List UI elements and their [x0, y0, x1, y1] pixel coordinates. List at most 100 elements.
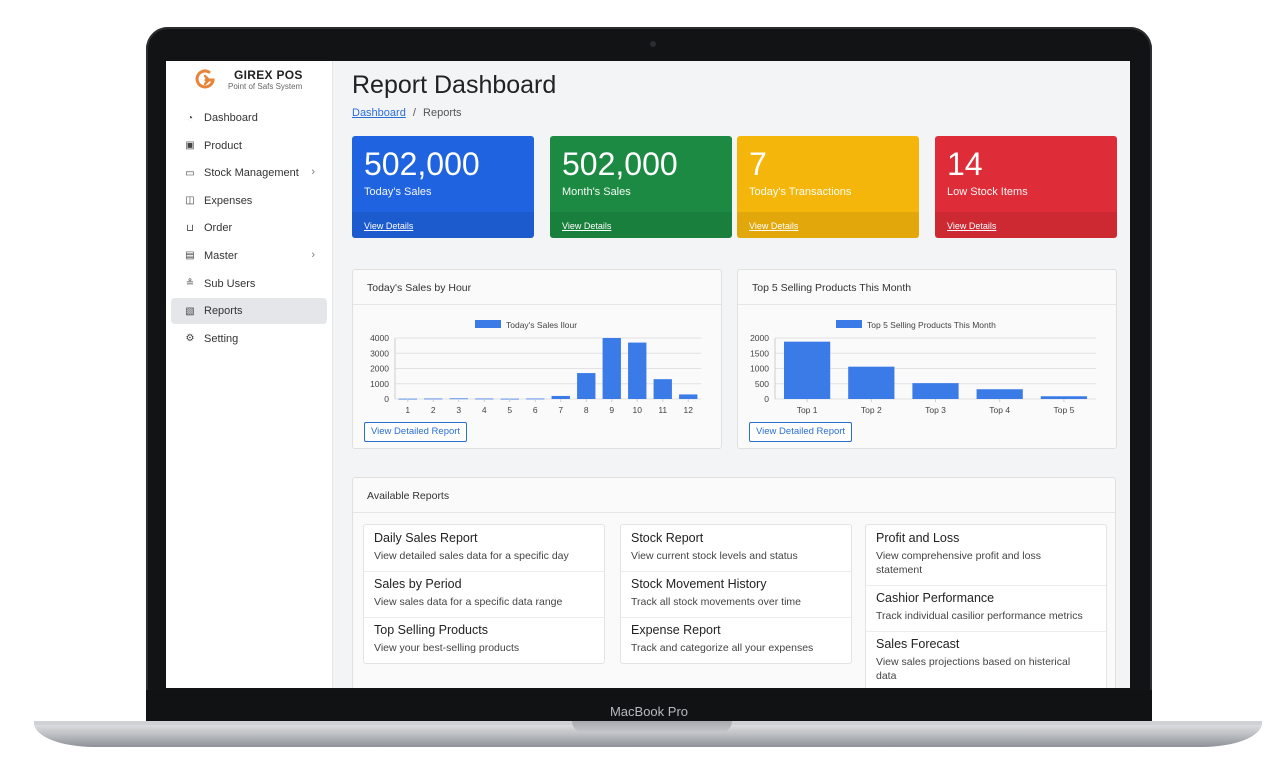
bar — [602, 338, 621, 399]
x-tick-label: Top 5 — [1054, 405, 1075, 415]
dashboard-icon: ◔ — [186, 112, 194, 124]
y-tick-label: 500 — [755, 379, 769, 389]
sidebar-item-label: Master — [204, 249, 238, 262]
x-tick-label: 11 — [658, 405, 667, 415]
bar — [577, 373, 596, 399]
y-tick-label: 4000 — [370, 333, 389, 343]
report-title: Sales Forecast — [876, 637, 960, 651]
stat-label: Low Stock Items — [947, 186, 1028, 198]
report-item[interactable]: Daily Sales Report View detailed sales da… — [364, 525, 604, 572]
y-tick-label: 1000 — [370, 379, 389, 389]
report-description: View comprehensive profit and loss state… — [876, 550, 1041, 576]
bar — [679, 394, 698, 399]
stat-card: 14 Low Stock Items View Details — [935, 136, 1117, 238]
bar — [848, 366, 895, 399]
x-tick-label: Top 3 — [925, 405, 946, 415]
top-products-chart: Top 5 Selling Products This Month 0 500 100… — [750, 320, 1096, 415]
hourly-sales-title: Today's Sales by Hour — [367, 282, 472, 294]
stat-card: 502,000 Month's Sales View Details — [550, 136, 732, 238]
stat-label: Today's Sales — [364, 186, 432, 198]
card-header: Today's Sales by Hour — [353, 270, 721, 305]
x-tick-label: 12 — [684, 405, 694, 415]
page-title: Report Dashboard — [352, 71, 557, 99]
bar — [424, 398, 443, 400]
sidebar-item-label: Dashboard — [204, 112, 258, 124]
stat-value: 14 — [947, 146, 983, 182]
legend-label: Today's Sales Ilour — [506, 320, 577, 330]
report-title: Sales by Period — [374, 577, 462, 591]
report-title: Daily Sales Report — [374, 531, 478, 545]
bar — [912, 383, 959, 399]
report-item[interactable]: Sales Forecast View sales projections bas… — [866, 631, 1106, 688]
breadcrumb-separator: / — [412, 107, 416, 119]
view-details-link[interactable]: View Details — [562, 221, 612, 231]
sidebar: GIREX POS Point of Safs System ◔ Dashboar… — [166, 61, 333, 688]
x-tick-label: 6 — [533, 405, 538, 415]
x-tick-label: 2 — [431, 405, 436, 415]
breadcrumb-dashboard-link[interactable]: Dashboard — [352, 107, 406, 119]
card-header: Top 5 Selling Products This Month — [738, 270, 1116, 305]
x-tick-label: 9 — [609, 405, 614, 415]
bar — [1040, 396, 1088, 399]
report-title: Stock Report — [631, 531, 704, 545]
report-title: Stock Movement History — [631, 577, 767, 591]
camera-icon — [650, 41, 656, 47]
card-header: Available Reports — [353, 478, 1115, 513]
sidebar-item-stock-management[interactable]: ▭ Stock Management › — [171, 160, 327, 186]
sidebar-item-label: Order — [204, 222, 233, 235]
bar — [653, 379, 672, 399]
y-tick-label: 1000 — [750, 364, 769, 374]
view-details-link[interactable]: View Details — [947, 221, 997, 231]
y-tick-label: 1500 — [750, 348, 769, 358]
bar — [526, 398, 545, 400]
sidebar-item-setting[interactable]: ⚙ Setting — [171, 326, 327, 352]
top-products-title: Top 5 Selling Products This Month — [752, 282, 912, 294]
top-products-card: Top 5 Selling Products This Month Top 5 … — [737, 269, 1117, 449]
chevron-right-icon: › — [311, 166, 315, 179]
brand-name: GIREX POS — [234, 68, 303, 82]
y-tick-label: 3000 — [370, 348, 389, 358]
sidebar-item-master[interactable]: ▤ Master › — [171, 243, 327, 269]
sidebar-item-expenses[interactable]: ◫ Expenses — [171, 188, 327, 214]
report-title: Profit and Loss — [876, 531, 960, 545]
laptop-chin — [146, 690, 1152, 721]
report-column: Daily Sales Report View detailed sales da… — [363, 524, 605, 664]
report-item[interactable]: Expense Report Track and categorize all y… — [621, 617, 851, 663]
report-item[interactable]: Cashior Performance Track individual casi… — [866, 585, 1106, 632]
view-details-link[interactable]: View Details — [749, 221, 799, 231]
x-tick-label: 4 — [482, 405, 487, 415]
x-tick-label: 1 — [405, 405, 410, 415]
sidebar-item-label: Setting — [204, 332, 239, 345]
box-icon: ▣ — [185, 140, 195, 152]
sidebar-item-sub-users[interactable]: ≗ Sub Users — [171, 271, 327, 297]
stat-label: Today's Transactions — [749, 186, 852, 198]
report-title: Expense Report — [631, 623, 721, 637]
main-content: Report Dashboard Dashboard / Reports 502… — [352, 61, 1122, 688]
sidebar-item-reports[interactable]: ▧ Reports — [171, 298, 327, 325]
report-item[interactable]: Stock Report View current stock levels an… — [621, 525, 851, 572]
device-label: MacBook Pro — [609, 704, 689, 719]
y-tick-label: 0 — [384, 394, 389, 404]
sidebar-item-dashboard[interactable]: ◔ Dashboard — [171, 105, 327, 131]
stat-value: 502,000 — [364, 146, 480, 182]
sidebar-item-product[interactable]: ▣ Product — [171, 133, 327, 159]
report-item[interactable]: Sales by Period View sales data for a spe… — [364, 571, 604, 618]
sidebar-item-label: Product — [204, 139, 242, 152]
legend-swatch — [836, 320, 862, 328]
wallet-icon: ◫ — [185, 195, 195, 207]
sidebar-item-order[interactable]: ⊔ Order — [171, 215, 327, 241]
report-item[interactable]: Top Selling Products View your best-selli… — [364, 617, 604, 663]
report-description: View detailed sales data for a specific … — [374, 550, 569, 562]
x-tick-label: Top 4 — [989, 405, 1010, 415]
top-products-view-report-button[interactable]: View Detailed Report — [749, 422, 853, 442]
report-item[interactable]: Stock Movement History Track all stock mo… — [621, 571, 851, 618]
stat-value: 7 — [749, 146, 767, 182]
report-item[interactable]: Profit and Loss View comprehensive profit… — [866, 525, 1106, 586]
brand[interactable]: GIREX POS Point of Safs System — [194, 67, 324, 95]
report-title: Top Selling Products — [374, 623, 488, 637]
report-description: Track and categorize all your expenses — [631, 642, 814, 654]
stat-card: 7 Today's Transactions View Details — [737, 136, 919, 238]
view-details-link[interactable]: View Details — [364, 221, 414, 231]
hourly-view-report-button[interactable]: View Detailed Report — [364, 422, 468, 442]
brand-logo-icon — [195, 69, 215, 89]
